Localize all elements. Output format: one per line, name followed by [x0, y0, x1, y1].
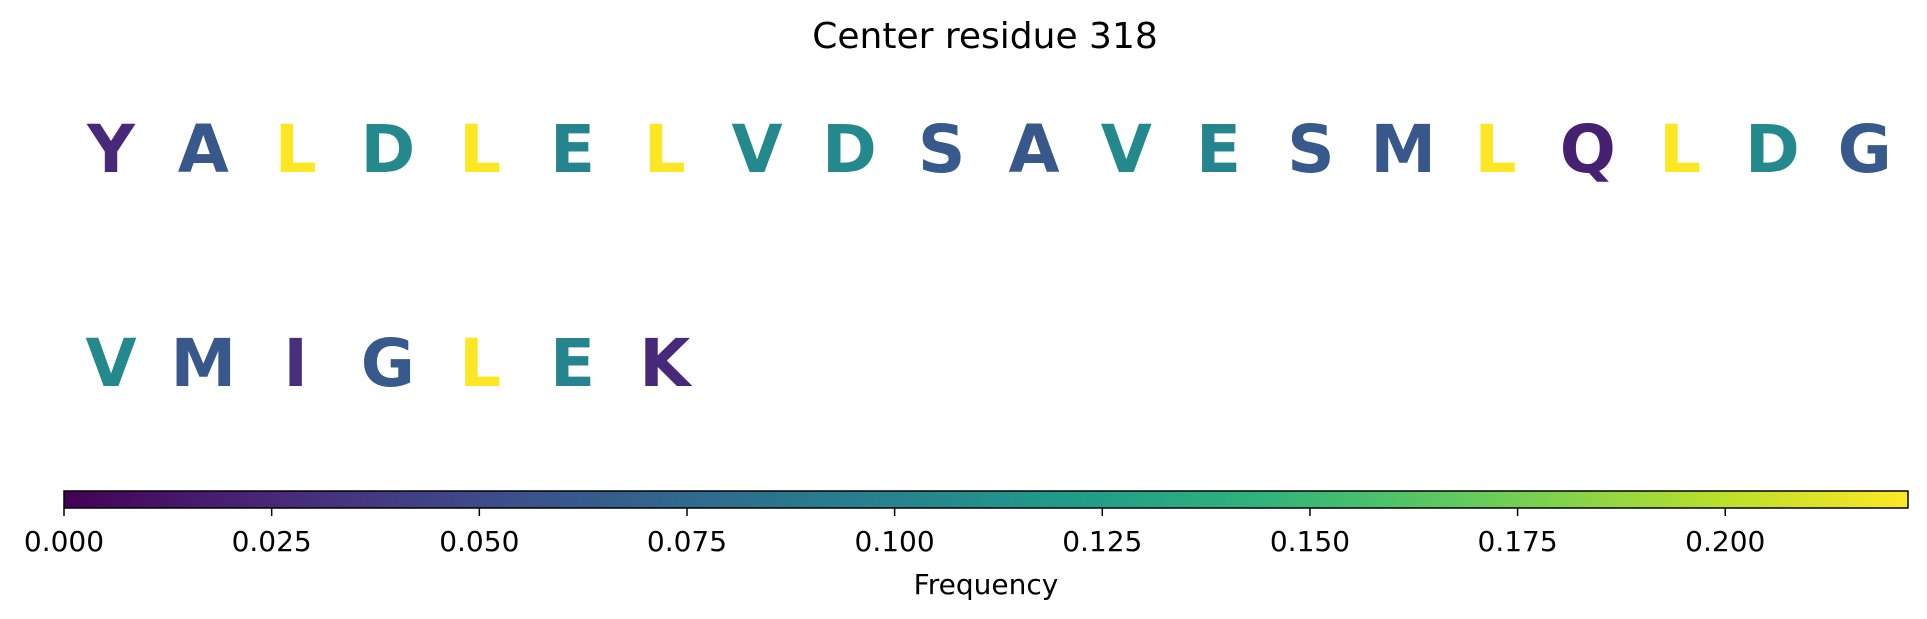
colorbar-tick-label: 0.100 [855, 525, 935, 558]
residue-letter: V [732, 111, 783, 188]
residue-letter: L [275, 111, 317, 188]
colorbar-tick-label: 0.175 [1478, 525, 1558, 558]
residue-letter: S [918, 111, 966, 188]
residue-letter: M [1370, 111, 1436, 188]
residue-letter: L [1474, 111, 1516, 188]
residue-letter: L [644, 111, 686, 188]
residue-letter: L [1659, 111, 1701, 188]
residue-letter: M [170, 325, 236, 402]
residue-letter: E [1196, 111, 1241, 188]
colorbar [63, 490, 1909, 509]
residue-letter: E [550, 111, 595, 188]
residue-letter: E [550, 325, 595, 402]
residue-letter: S [1287, 111, 1335, 188]
colorbar-tick-label: 0.000 [24, 525, 104, 558]
colorbar-tick-label: 0.025 [232, 525, 312, 558]
residue-letter: L [459, 325, 501, 402]
colorbar-label: Frequency [914, 568, 1059, 601]
residue-letter: D [361, 111, 416, 188]
residue-letter: L [459, 111, 501, 188]
colorbar-tick-label: 0.050 [439, 525, 519, 558]
chart-title: Center residue 318 [812, 16, 1158, 57]
residue-letters: Y A L D L E L V D S A V E S M L Q L D GV M I G L E K [85, 111, 1891, 402]
colorbar-tick-label: 0.200 [1685, 525, 1765, 558]
residue-letter: I [283, 325, 308, 402]
residue-letter: D [1745, 111, 1800, 188]
residue-letter: D [822, 111, 877, 188]
colorbar-ticks: 0.000 0.025 0.050 0.075 0.100 0.125 0.150 0.175… [24, 508, 1765, 558]
residue-letter: V [1101, 111, 1152, 188]
residue-letter: V [85, 325, 136, 402]
residue-letter: K [639, 325, 693, 402]
residue-letter: G [1838, 111, 1892, 188]
colorbar-tick-label: 0.125 [1062, 525, 1142, 558]
residue-letter: A [178, 111, 229, 188]
residue-letter: Y [86, 111, 136, 188]
colorbar-tick-label: 0.150 [1270, 525, 1350, 558]
residue-letter: Q [1560, 111, 1616, 188]
residue-letter: A [1008, 111, 1059, 188]
colorbar-tick-label: 0.075 [647, 525, 727, 558]
residue-letter: G [361, 325, 415, 402]
